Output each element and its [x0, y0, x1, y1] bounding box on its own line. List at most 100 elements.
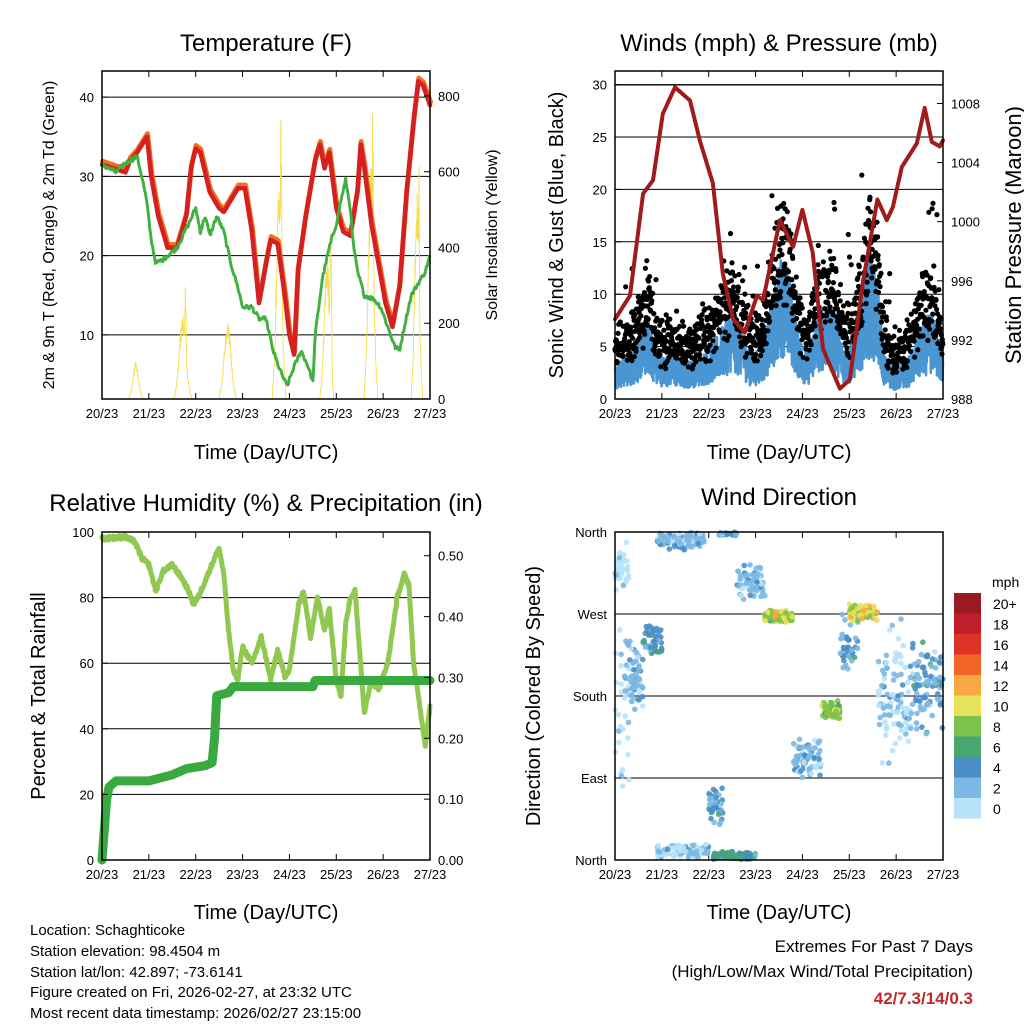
- gust-point: [663, 338, 670, 344]
- gust-point: [623, 326, 630, 332]
- direction-point: [846, 653, 852, 659]
- x-tick-label: 23/23: [226, 867, 259, 882]
- gust-point: [772, 256, 779, 262]
- direction-point: [666, 546, 673, 552]
- gust-point: [647, 274, 653, 280]
- direction-point: [793, 753, 800, 759]
- x-tick-label: 26/23: [367, 867, 400, 882]
- gust-point: [831, 199, 837, 206]
- y2-tick-label: 0.10: [438, 792, 463, 807]
- gust-point: [754, 358, 760, 364]
- direction-point: [905, 738, 912, 744]
- gust-point: [778, 288, 784, 295]
- direction-point: [615, 712, 622, 718]
- gust-point: [734, 304, 740, 310]
- x-tick-label: 23/23: [739, 406, 772, 421]
- gust-point: [904, 317, 910, 323]
- direction-point: [876, 702, 882, 709]
- direction-point: [929, 656, 936, 662]
- gust-point: [767, 318, 773, 324]
- gust-point: [615, 330, 621, 336]
- direction-point: [671, 533, 677, 539]
- direction-point: [623, 577, 629, 583]
- temperature-title: Temperature (F): [180, 30, 352, 57]
- gust-point: [732, 273, 738, 279]
- y-tick-label: 25: [593, 130, 607, 145]
- direction-point: [932, 648, 938, 655]
- direction-point: [625, 751, 631, 758]
- gust-point: [693, 359, 699, 365]
- direction-point: [739, 585, 745, 592]
- direction-point: [742, 850, 749, 856]
- direction-point: [628, 698, 635, 705]
- gust-point: [684, 349, 691, 355]
- direction-point: [935, 691, 941, 697]
- pressure-ylabel: Station Pressure (Maroon): [1001, 106, 1024, 364]
- gust-point: [740, 301, 746, 307]
- gust-point: [864, 279, 870, 285]
- x-tick-label: 25/23: [320, 867, 353, 882]
- direction-point: [929, 712, 935, 719]
- gust-point: [848, 262, 854, 268]
- gust-point: [663, 312, 669, 318]
- gust-point: [677, 323, 683, 329]
- gust-point: [674, 308, 680, 314]
- gust-point: [845, 310, 851, 316]
- gust-point: [674, 355, 680, 361]
- direction-point: [871, 603, 877, 610]
- gust-point: [799, 305, 805, 311]
- gust-point: [822, 319, 828, 325]
- x-tick-label: 27/23: [927, 867, 960, 882]
- direction-point: [737, 573, 744, 579]
- x-tick-label: 25/23: [320, 406, 353, 421]
- gust-point: [749, 350, 755, 356]
- direction-point: [736, 850, 743, 856]
- direction-point: [762, 617, 768, 624]
- y-tick-label: 80: [80, 591, 94, 606]
- gust-point: [730, 289, 737, 295]
- gust-point: [900, 366, 906, 372]
- x-tick-label: 21/23: [646, 406, 679, 421]
- gust-point: [742, 291, 748, 297]
- gust-point: [865, 288, 871, 294]
- gust-point: [859, 172, 865, 178]
- colorbar-swatch: [954, 675, 981, 696]
- direction-point: [625, 572, 632, 579]
- direction-point: [718, 849, 725, 856]
- gust-point: [874, 219, 880, 225]
- direction-point: [687, 850, 694, 857]
- gust-point: [635, 294, 641, 300]
- gust-point: [934, 212, 940, 218]
- direction-point: [836, 715, 843, 722]
- direction-point: [919, 724, 925, 730]
- gust-point: [894, 362, 900, 368]
- gust-point: [624, 357, 631, 363]
- direction-point: [747, 592, 753, 599]
- extremes-title: Extremes For Past 7 Days: [775, 937, 973, 956]
- y2-tick-label: 0: [438, 392, 445, 407]
- gust-point: [632, 311, 638, 318]
- gust-point: [631, 354, 638, 360]
- direction-point: [838, 636, 844, 642]
- gust-point: [722, 329, 728, 335]
- x-tick-label: 21/23: [133, 867, 166, 882]
- gust-point: [934, 306, 940, 312]
- gust-point: [681, 323, 687, 329]
- direction-point: [718, 530, 725, 536]
- gust-point: [876, 279, 882, 285]
- gust-point: [933, 297, 939, 303]
- direction-point: [934, 696, 941, 702]
- direction-point: [920, 664, 927, 671]
- direction-point: [661, 537, 667, 544]
- gust-point: [702, 306, 708, 312]
- gust-point: [651, 311, 657, 317]
- gust-point: [915, 347, 921, 353]
- gust-point: [824, 274, 831, 280]
- gust-point: [617, 319, 623, 325]
- direction-point: [710, 786, 717, 793]
- direction-point: [805, 744, 812, 750]
- direction-point: [690, 842, 696, 849]
- plot-panel-0: 20/23 21/23 22/23 23/23 24/23 25/23 26/23 27/23: [86, 71, 446, 421]
- gust-point: [832, 206, 838, 212]
